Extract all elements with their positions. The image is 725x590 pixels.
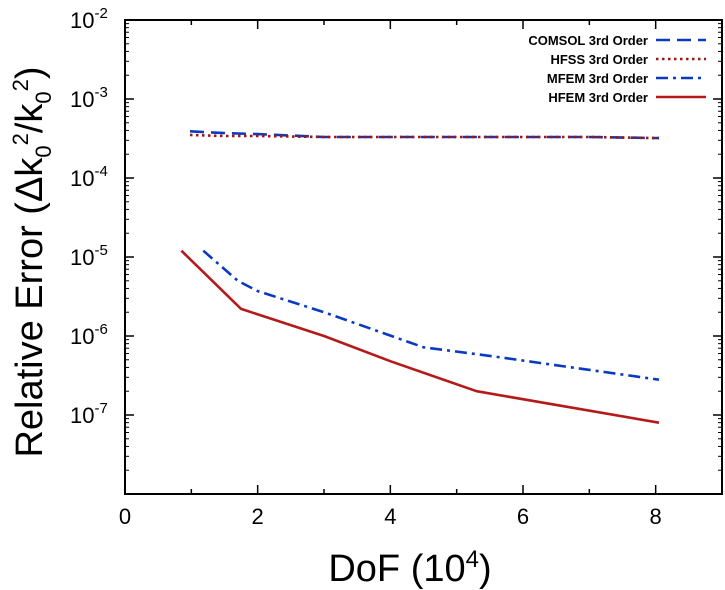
- legend: COMSOL 3rd Order HFSS 3rd Order MFEM 3rd O…: [528, 33, 706, 105]
- y-tick-exponent: -3: [94, 84, 107, 101]
- series-line: [180, 249, 660, 424]
- y-tick-exponent: -5: [94, 242, 107, 259]
- plot-area: [124, 19, 723, 495]
- y-tick-base: 10: [70, 166, 94, 191]
- y-tick-exponent: -6: [94, 321, 107, 338]
- y-axis-title-sub2: 0: [31, 91, 56, 103]
- legend-label: COMSOL 3rd Order: [528, 33, 648, 48]
- y-axis-title-sup2: 2: [8, 79, 33, 91]
- y-tick-label: 10-4: [70, 163, 108, 191]
- y-axis-title-sup1: 2: [8, 133, 33, 145]
- y-axis-title-sub1: 0: [31, 145, 56, 157]
- y-tick-labels: 10-710-610-510-410-310-2: [70, 5, 108, 428]
- x-tick-label: 4: [384, 504, 396, 529]
- x-axis-title: DoF (104): [328, 546, 491, 590]
- y-tick-label: 10-2: [70, 5, 108, 33]
- y-tick-exponent: -7: [94, 400, 107, 417]
- series-layer: [180, 130, 660, 424]
- x-tick-label: 2: [252, 504, 264, 529]
- x-axis-title-sup: 4: [466, 546, 479, 573]
- y-tick-label: 10-6: [70, 321, 108, 349]
- x-tick-labels: 0 2 4 6 8: [119, 504, 662, 529]
- x-axis-title-close: ): [479, 548, 492, 590]
- y-tick-base: 10: [70, 87, 94, 112]
- x-axis-title-main: DoF (10: [328, 548, 465, 590]
- y-axis-title-close: ): [9, 66, 51, 79]
- y-tick-exponent: -4: [94, 163, 107, 180]
- series-line: [202, 249, 660, 381]
- y-axis-title-main: Relative Error (Δk: [9, 157, 51, 458]
- y-tick-exponent: -2: [94, 5, 107, 22]
- y-tick-label: 10-5: [70, 242, 108, 270]
- x-tick-label: 0: [119, 504, 131, 529]
- x-tick-label: 6: [517, 504, 529, 529]
- y-tick-base: 10: [70, 403, 94, 428]
- y-tick-base: 10: [70, 245, 94, 270]
- series-line: [189, 133, 660, 140]
- y-tick-label: 10-3: [70, 84, 108, 112]
- y-axis-title-mid: /k: [9, 103, 51, 134]
- y-tick-label: 10-7: [70, 400, 108, 428]
- y-tick-base: 10: [70, 324, 94, 349]
- legend-label: HFEM 3rd Order: [548, 90, 648, 105]
- legend-label: HFSS 3rd Order: [550, 52, 648, 67]
- axis-ticks: [124, 19, 723, 495]
- legend-label: MFEM 3rd Order: [547, 71, 648, 86]
- y-axis-title: Relative Error (Δk02/k02): [8, 66, 56, 457]
- x-tick-label: 8: [650, 504, 662, 529]
- y-tick-base: 10: [70, 8, 94, 33]
